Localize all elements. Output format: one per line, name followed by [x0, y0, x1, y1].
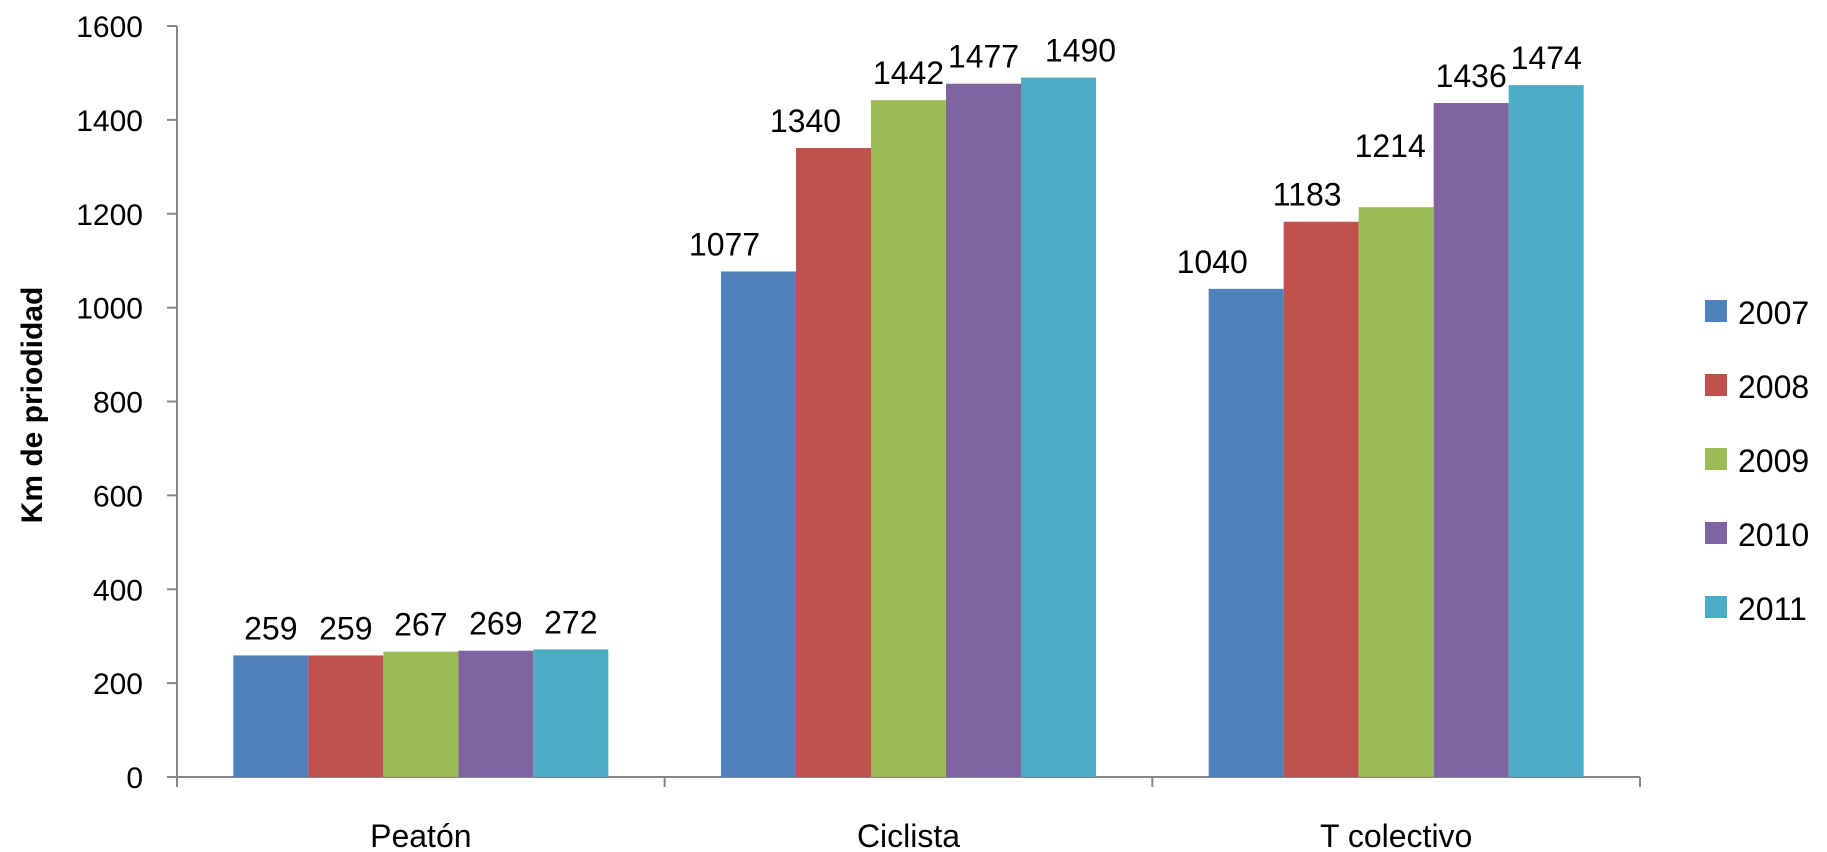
- y-tick-label: 400: [93, 574, 143, 607]
- data-label: 272: [544, 604, 597, 640]
- data-label: 1040: [1177, 244, 1248, 280]
- y-tick-label: 200: [93, 668, 143, 701]
- x-tick-label: T colectivo: [1320, 818, 1472, 852]
- y-tick-label: 1200: [76, 199, 143, 232]
- legend-label: 2008: [1738, 369, 1809, 405]
- data-label: 259: [319, 610, 372, 646]
- legend-swatch: [1705, 596, 1727, 618]
- bar: [946, 83, 1021, 777]
- x-axis-ticks: Peatón Ciclista T colectivo: [370, 818, 1472, 852]
- y-axis-label: Km de priodidad: [16, 287, 49, 524]
- bar: [233, 655, 309, 777]
- data-label: 1474: [1511, 40, 1582, 76]
- bar: [1283, 221, 1359, 777]
- bar: [1021, 77, 1096, 778]
- y-tick-label: 1400: [76, 105, 143, 138]
- legend-label: 2009: [1738, 443, 1809, 479]
- data-label: 1442: [873, 55, 944, 91]
- bar: [1433, 102, 1509, 778]
- x-tick-label: Ciclista: [857, 818, 960, 852]
- legend-swatch: [1705, 374, 1727, 396]
- data-label: 1077: [689, 226, 760, 262]
- bar: [383, 651, 459, 777]
- bar: [721, 271, 796, 777]
- bar: [533, 649, 609, 777]
- bar: [308, 655, 384, 777]
- data-label: 267: [394, 607, 447, 643]
- bar: [1358, 207, 1434, 777]
- data-label: 1490: [1045, 33, 1116, 69]
- data-label: 1214: [1355, 128, 1426, 164]
- legend-label: 2011: [1738, 591, 1807, 627]
- y-tick-label: 800: [93, 387, 143, 420]
- y-tick-label: 1600: [76, 11, 143, 44]
- data-label: 1477: [948, 39, 1019, 75]
- bar: [796, 148, 871, 778]
- legend-label: 2010: [1738, 517, 1809, 553]
- y-tick-label: 1000: [76, 293, 143, 326]
- y-tick-label: 600: [93, 480, 143, 513]
- data-label: 259: [244, 610, 297, 646]
- bar: [1208, 288, 1284, 777]
- x-tick-label: Peatón: [370, 818, 471, 852]
- y-tick-label: 0: [126, 762, 143, 795]
- legend: 2007 2008 2009 2010 2011: [1705, 295, 1809, 627]
- y-axis-ticks: 0 200 400 600 800 1000 1200 1400 1600: [76, 11, 177, 795]
- bar: [458, 650, 534, 777]
- bars: [233, 77, 1584, 778]
- legend-label: 2007: [1738, 295, 1809, 331]
- data-label: 1183: [1273, 177, 1342, 213]
- data-label: 269: [469, 606, 522, 642]
- legend-swatch: [1705, 522, 1727, 544]
- bar: [1508, 85, 1584, 778]
- bar: [871, 100, 946, 777]
- data-labels: 259 259 267 269 272 1077 1340 1442 1477 1490 1040 1…: [244, 33, 1582, 647]
- legend-swatch: [1705, 300, 1727, 322]
- legend-swatch: [1705, 448, 1727, 470]
- data-label: 1436: [1436, 58, 1507, 94]
- data-label: 1340: [770, 103, 841, 139]
